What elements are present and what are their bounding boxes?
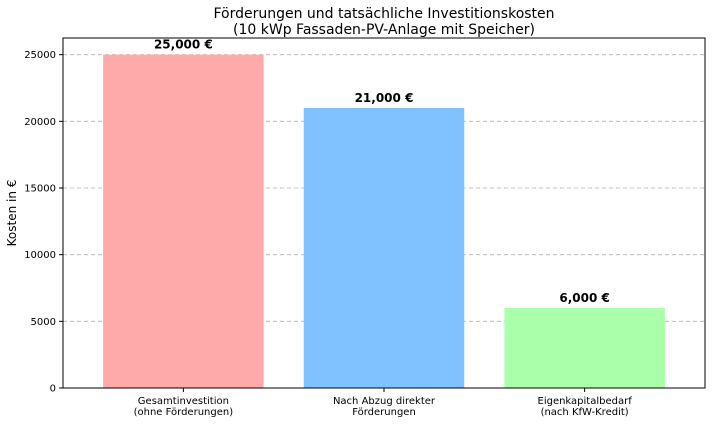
y-tick-label: 5000 [31, 317, 56, 328]
x-tick-label: Nach Abzug direkter [333, 396, 436, 407]
y-tick-label: 10000 [24, 250, 56, 261]
y-tick-label: 25000 [24, 50, 56, 61]
chart-title-line-2: (10 kWp Fassaden-PV-Anlage mit Speicher) [233, 22, 535, 38]
y-axis: 0 5000 10000 15000 20000 25000 [24, 50, 63, 395]
chart-title-line-1: Förderungen und tatsächliche Investition… [213, 6, 554, 22]
y-tick-label: 0 [50, 384, 56, 395]
x-tick-label: (nach KfW-Kredit) [541, 407, 629, 418]
y-tick-label: 15000 [24, 184, 56, 195]
x-tick-label: Eigenkapitalbedarf [538, 396, 633, 407]
bar [504, 308, 665, 388]
data-label: 21,000 € [355, 91, 414, 105]
x-tick-label: Gesamtinvestition [138, 396, 229, 407]
bars [103, 54, 665, 389]
x-axis: Gesamtinvestition(ohne Förderungen) Nach … [134, 388, 633, 418]
data-labels: 25,000 € 21,000 € 6,000 € [154, 38, 610, 305]
y-axis-label: Kosten in € [5, 180, 19, 247]
x-tick-label: (ohne Förderungen) [134, 407, 234, 418]
x-tick-label: Förderungen [352, 407, 416, 418]
bar [103, 54, 264, 389]
data-label: 25,000 € [154, 38, 213, 52]
y-tick-label: 20000 [24, 117, 56, 128]
data-label: 6,000 € [559, 291, 609, 305]
bar [303, 108, 465, 388]
